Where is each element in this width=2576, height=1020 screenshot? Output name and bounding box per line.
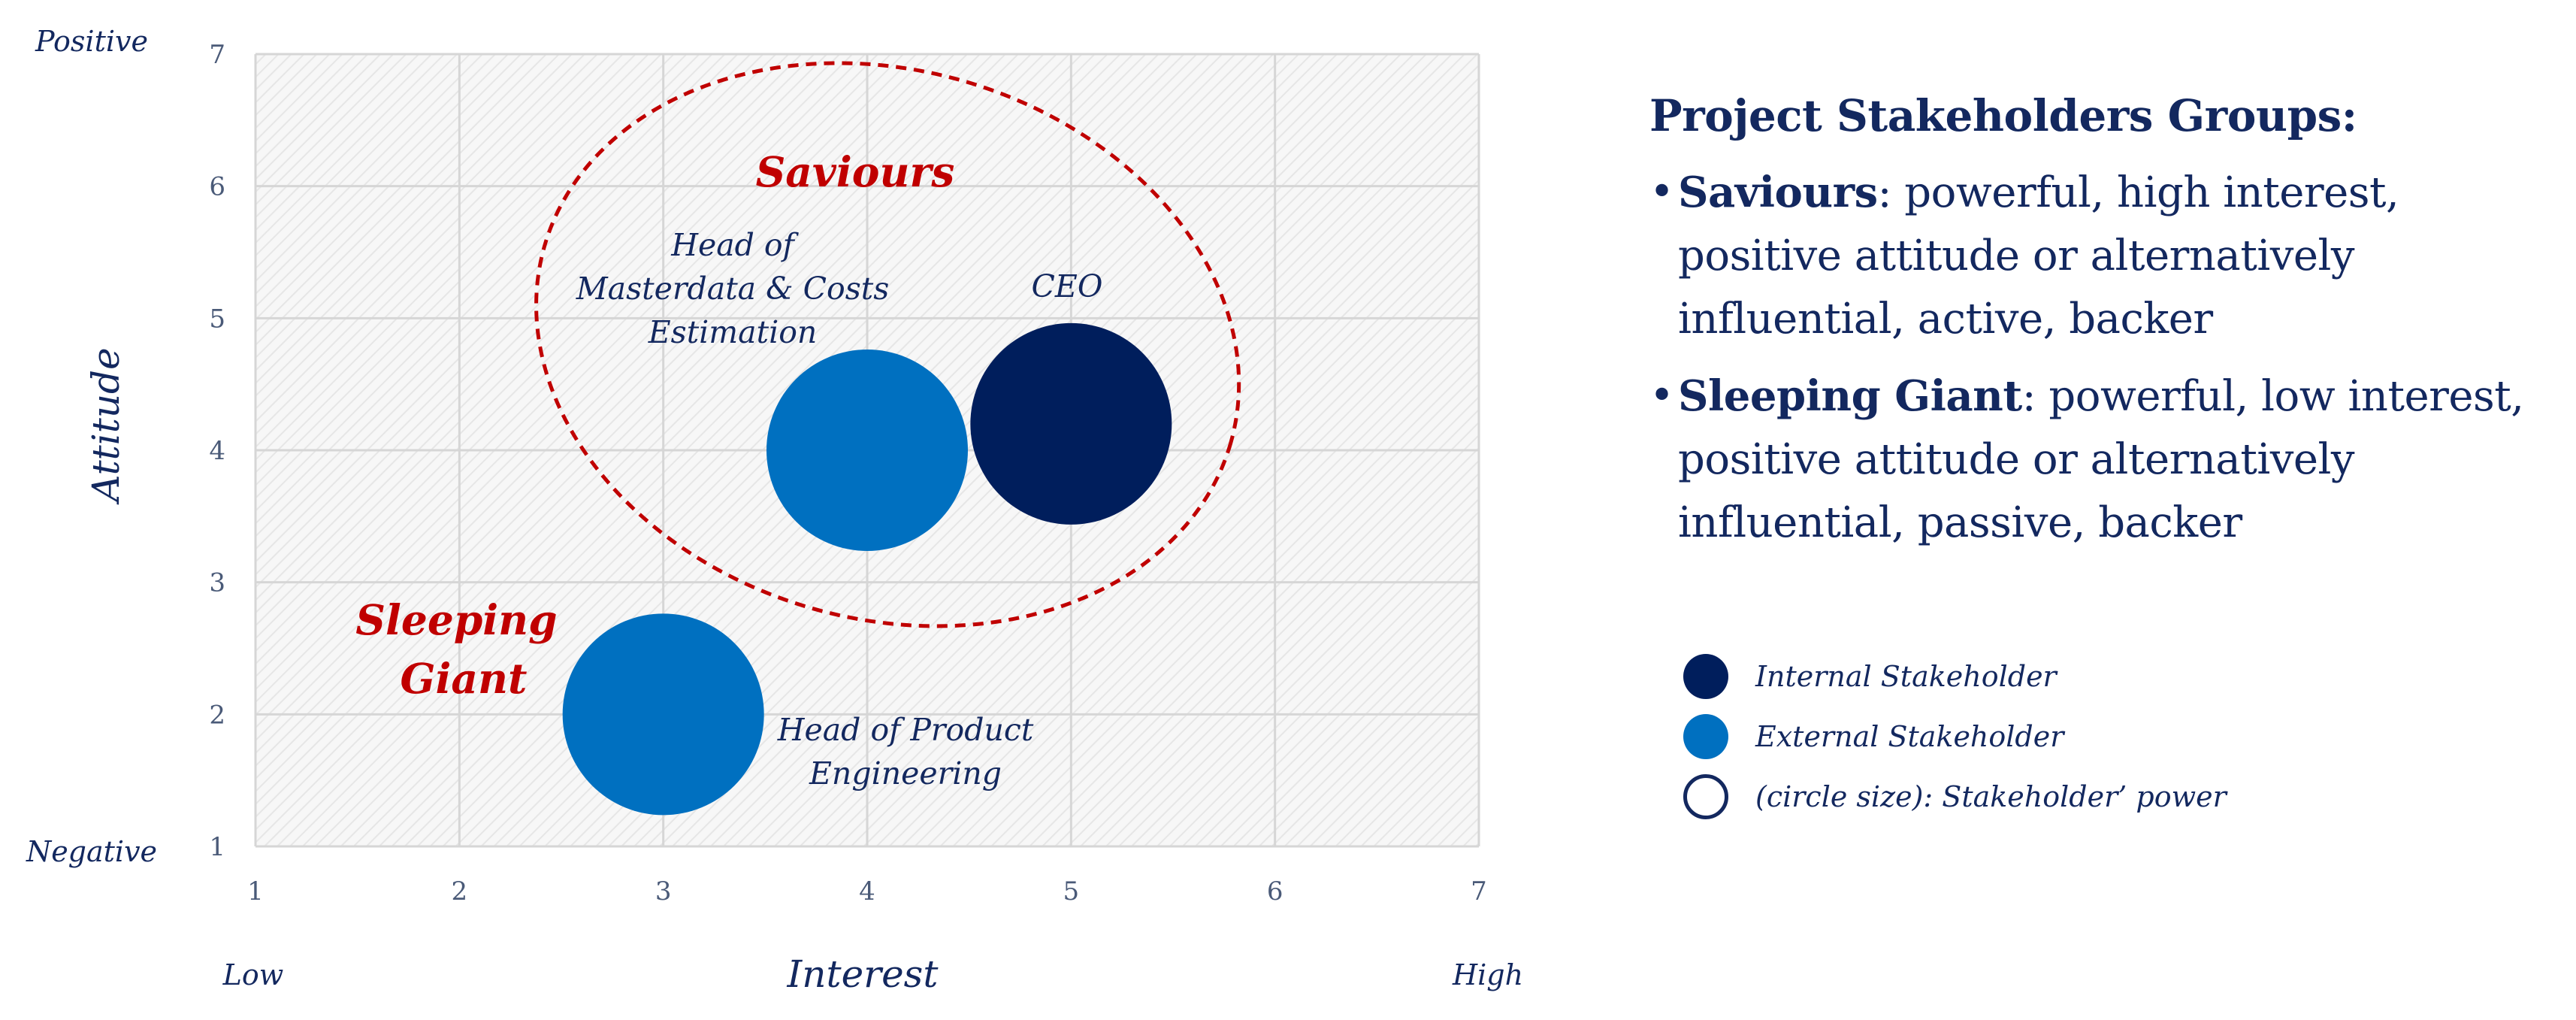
panel-title: Project Stakeholders Groups: (1649, 90, 2357, 141)
y-tick-label: 5 (209, 304, 225, 334)
bubble-labels: CEO Head of Masterdata & Costs Estimation He… (576, 227, 1103, 791)
x-high-label: High (1452, 958, 1523, 991)
legend-item-internal: Internal Stakeholder (1683, 646, 2227, 707)
y-tick-label: 6 (209, 172, 225, 202)
y-tick-label: 3 (209, 568, 225, 598)
x-tick-label: 7 (1471, 876, 1487, 906)
group-description-saviours: • Saviours: powerful, high interest, pos… (1649, 161, 2566, 351)
y-low-label: Negative (26, 835, 157, 868)
group-label-sleeping-giant: Sleeping Giant (355, 595, 572, 703)
bullet: • (1649, 168, 1674, 216)
stakeholder-groups-panel: Project Stakeholders Groups: • Saviours:… (1649, 90, 2566, 568)
legend-item-external: External Stakeholder (1683, 707, 2227, 767)
legend-swatch-internal (1683, 654, 1728, 699)
bubble-head-of-masterdata-costs-estimation (766, 350, 968, 551)
y-tick-label: 4 (209, 436, 225, 466)
saviours-group-ellipse (534, 61, 1241, 628)
x-low-label: Low (222, 958, 284, 991)
x-tick-label: 5 (1063, 876, 1080, 906)
bubble-label: Head of Masterdata & Costs Estimation (576, 227, 890, 350)
bubble-label: CEO (1032, 268, 1103, 304)
legend-item-circle-size: (circle size): Stakeholder’ power (1683, 767, 2227, 827)
group-description-sleeping-giant: • Sleeping Giant: powerful, low interest… (1649, 365, 2566, 555)
x-tick-label: 3 (655, 876, 672, 906)
group-name: Saviours (1678, 168, 1878, 217)
group-label-saviours: Saviours (756, 147, 955, 196)
bubbles (562, 322, 1172, 816)
y-axis-title: Attitude (84, 347, 128, 504)
stakeholder-bubble-chart: 1 2 3 4 5 6 7 1 2 3 4 5 6 7 CEO Head of Masterdata & Co… (26, 25, 1523, 996)
legend: Internal Stakeholder External Stakeholde… (1683, 646, 2227, 827)
bubble-label: Head of Product Engineering (777, 712, 1034, 791)
x-tick-label: 1 (247, 876, 264, 906)
tick-labels: 1 2 3 4 5 6 7 1 2 3 4 5 6 7 (209, 40, 1486, 906)
legend-swatch-external (1683, 714, 1728, 759)
y-high-label: Positive (35, 25, 148, 58)
bubble-ceo (970, 322, 1172, 525)
bubble-head-of-product-engineering (562, 613, 764, 816)
y-tick-label: 7 (209, 40, 225, 70)
y-tick-label: 1 (209, 832, 225, 862)
group-name: Sleeping Giant (1678, 371, 2022, 421)
x-tick-label: 4 (859, 876, 875, 906)
x-axis-title: Interest (787, 952, 939, 996)
x-tick-label: 2 (452, 876, 468, 906)
bullet: • (1649, 371, 1674, 420)
legend-swatch-circle-size (1683, 774, 1728, 819)
y-tick-label: 2 (209, 700, 225, 730)
x-tick-label: 6 (1267, 876, 1283, 906)
